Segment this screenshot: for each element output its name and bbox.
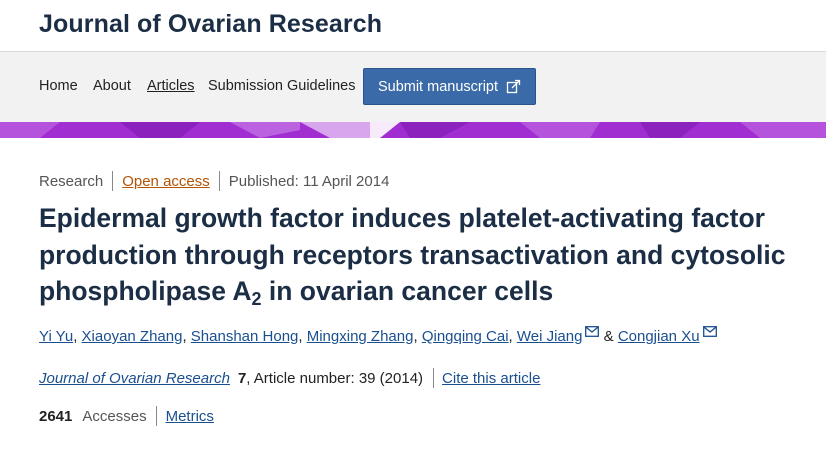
author-separator: ,	[413, 328, 422, 345]
metrics-link[interactable]: Metrics	[165, 407, 214, 425]
citation-journal-link[interactable]: Journal of Ovarian Research	[39, 369, 230, 387]
author-list: Yi Yu, Xiaoyan Zhang, Shanshan Hong, Min…	[39, 324, 826, 345]
access-count: 2641	[39, 407, 73, 425]
citation-volume: 7	[237, 369, 247, 387]
author-link[interactable]: Xiaoyan Zhang	[81, 328, 183, 345]
published-date: Published: 11 April 2014	[228, 172, 390, 190]
external-link-icon	[506, 79, 521, 94]
submit-manuscript-button[interactable]: Submit manuscript	[363, 68, 536, 105]
article-title-subscript: 2	[251, 289, 262, 309]
nav-item-about[interactable]: About	[93, 78, 131, 94]
journal-header: Journal of Ovarian Research	[0, 0, 826, 52]
divider	[218, 171, 220, 191]
envelope-icon[interactable]	[585, 324, 600, 341]
author-link[interactable]: Congjian Xu	[617, 328, 700, 345]
author-link[interactable]: Mingxing Zhang	[306, 328, 414, 345]
author-separator: &	[599, 328, 618, 345]
submit-manuscript-label: Submit manuscript	[377, 78, 499, 95]
author-separator: ,	[73, 328, 82, 345]
open-access-link[interactable]: Open access	[122, 172, 210, 190]
article-title: Epidermal growth factor induces platelet…	[39, 200, 819, 310]
envelope-icon[interactable]	[702, 324, 717, 341]
main-nav: Home About Articles Submission Guideline…	[0, 52, 826, 122]
decorative-band	[0, 122, 826, 138]
citation-line: Journal of Ovarian Research 7 , Article …	[39, 368, 540, 388]
article-meta: Research Open access Published: 11 April…	[39, 171, 389, 191]
nav-item-submission-guidelines[interactable]: Submission Guidelines	[208, 78, 356, 94]
nav-item-home[interactable]: Home	[39, 78, 78, 94]
author-link[interactable]: Qingqing Cai	[421, 328, 509, 345]
author-separator: ,	[508, 328, 517, 345]
citation-article-number: , Article number: 39 (2014)	[246, 369, 424, 387]
article-title-text-end: in ovarian cancer cells	[261, 276, 554, 306]
journal-title-link[interactable]: Journal of Ovarian Research	[39, 10, 383, 38]
divider	[155, 406, 157, 426]
author-link[interactable]: Yi Yu	[39, 328, 74, 345]
author-separator: ,	[298, 328, 307, 345]
article-title-text: Epidermal growth factor induces platelet…	[39, 203, 786, 306]
divider	[433, 368, 435, 388]
access-label: Accesses	[82, 407, 147, 425]
divider	[112, 171, 114, 191]
author-link[interactable]: Wei Jiang	[516, 328, 583, 345]
author-separator: ,	[182, 328, 191, 345]
cite-this-article-link[interactable]: Cite this article	[442, 369, 541, 387]
article-type: Research	[39, 172, 104, 190]
author-link[interactable]: Shanshan Hong	[190, 328, 299, 345]
nav-item-articles[interactable]: Articles	[147, 78, 195, 94]
metrics-line: 2641 Accesses Metrics	[39, 406, 214, 426]
